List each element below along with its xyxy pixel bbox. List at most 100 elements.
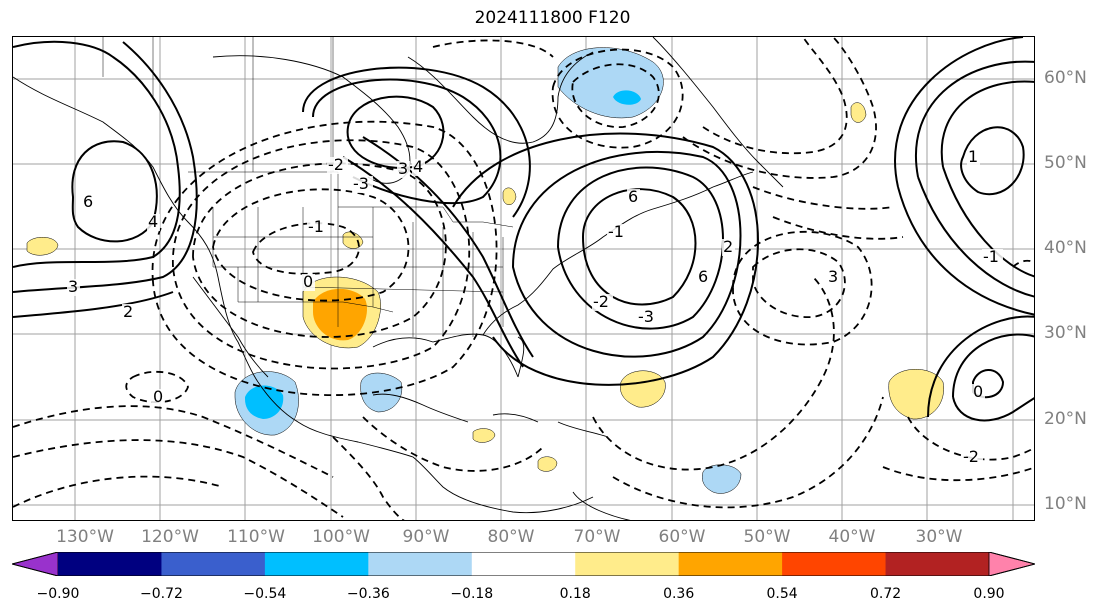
- coastline: [407, 51, 594, 144]
- contour-label: -2: [963, 447, 979, 466]
- contour-line: [71, 140, 158, 243]
- contour-line: [897, 186, 1034, 316]
- contour-line: [907, 416, 1034, 461]
- anomaly-patch: [702, 464, 742, 494]
- anomaly-patch: [557, 47, 664, 119]
- contour-label-bg: [827, 269, 840, 286]
- border: [212, 207, 394, 313]
- colorbar-extend-low: [12, 552, 59, 576]
- longitude-label: 30°W: [915, 527, 963, 547]
- contour-label: 4: [413, 157, 423, 176]
- anomaly-patch: [613, 90, 641, 105]
- contour-label-bg: [152, 389, 165, 406]
- contour-label: -2: [328, 155, 344, 174]
- contour-line: [1012, 259, 1034, 268]
- contour-line: [252, 222, 360, 275]
- coastline: [13, 76, 259, 383]
- contour-label-bg: [397, 161, 410, 178]
- contour-label: 0: [303, 272, 313, 291]
- contour-line: [212, 188, 410, 302]
- colorbar-tick-label: −0.72: [139, 586, 183, 602]
- contour-line: [13, 405, 334, 478]
- contour-label-bg: [122, 304, 135, 321]
- contour-label: -2: [593, 292, 609, 311]
- contour-label-bg: [627, 189, 640, 206]
- colorbar-tick-label: 0.90: [973, 586, 1005, 602]
- longitude-label: 70°W: [573, 527, 621, 547]
- coastline: [192, 276, 269, 378]
- colorbar-cell: [575, 552, 680, 576]
- contour-label: 6: [83, 192, 93, 211]
- border: [188, 171, 514, 228]
- colorbar-tick-label: −0.90: [36, 586, 80, 602]
- contour-line: [894, 37, 1024, 188]
- contour-line: [551, 48, 684, 149]
- colorbar-tick-label: 0.18: [559, 586, 591, 602]
- contour-line: [682, 37, 877, 179]
- longitude-label: 90°W: [402, 527, 450, 547]
- contour-label: -3: [353, 174, 369, 193]
- contour-line: [952, 396, 1034, 422]
- contour-label: 0: [153, 387, 163, 406]
- anomaly-patch: [472, 428, 496, 443]
- contour-line: [592, 276, 835, 471]
- contour-label-bg: [962, 449, 983, 466]
- border: [257, 207, 504, 337]
- contour-label: 3: [828, 267, 838, 286]
- coastlines: [13, 37, 784, 520]
- contour-line: [432, 39, 554, 58]
- latitude-label: 10°N: [1044, 494, 1087, 514]
- contour-line: [302, 66, 531, 218]
- contour-line: [452, 132, 759, 386]
- contour-line: [13, 291, 174, 318]
- contour-line: [702, 37, 848, 155]
- colorbar-tick-label: −0.36: [346, 586, 390, 602]
- contour-line: [952, 333, 1034, 398]
- contour-line: [346, 95, 445, 169]
- anomaly-patch: [888, 369, 944, 420]
- border: [213, 236, 504, 293]
- contour-line: [882, 466, 1034, 482]
- latitude-label: 30°N: [1044, 323, 1087, 343]
- contour-line: [511, 150, 742, 358]
- contour-line: [940, 80, 1034, 168]
- contour-label: -3: [638, 307, 654, 326]
- contour-label-bg: [82, 194, 95, 211]
- shaded-anomalies: [26, 47, 944, 494]
- contour-line: [151, 120, 498, 396]
- contour-label: 1: [968, 147, 978, 166]
- anomaly-patch: [537, 456, 558, 472]
- political-borders: [102, 37, 514, 337]
- contour-label-bg: [307, 219, 328, 236]
- latitude-label: 40°N: [1044, 238, 1087, 258]
- contour-line: [942, 166, 1034, 278]
- contour-line: [917, 176, 1034, 298]
- contour-label: -1: [608, 222, 624, 241]
- contour-line: [13, 41, 198, 293]
- contour-label: 3: [68, 277, 78, 296]
- contour-label: 0: [973, 382, 983, 401]
- contour-line: [915, 60, 1034, 178]
- contour-label-bg: [607, 224, 628, 241]
- contour-label: 2: [723, 237, 733, 256]
- contour-label-bg: [412, 159, 425, 176]
- longitude-label: 40°W: [828, 527, 876, 547]
- latitude-label: 60°N: [1044, 68, 1087, 88]
- contour-line: [752, 248, 846, 318]
- colorbar-tick-label: 0.72: [869, 586, 902, 602]
- contour-label: -1: [308, 217, 324, 236]
- contour-line: [752, 186, 894, 210]
- colorbar-cell: [885, 552, 990, 576]
- longitude-label: 110°W: [227, 527, 285, 547]
- contour-label: 4: [148, 212, 158, 231]
- anomaly-patch: [26, 237, 59, 256]
- map-title: 2024111800 F120: [474, 8, 631, 28]
- contour-line: [732, 230, 873, 346]
- longitude-label: 80°W: [487, 527, 535, 547]
- contour-label: 6: [628, 187, 638, 206]
- colorbar-tick-label: −0.18: [450, 586, 494, 602]
- contour-line: [772, 216, 904, 240]
- anomaly-patch: [502, 187, 517, 205]
- longitude-label: 100°W: [312, 527, 370, 547]
